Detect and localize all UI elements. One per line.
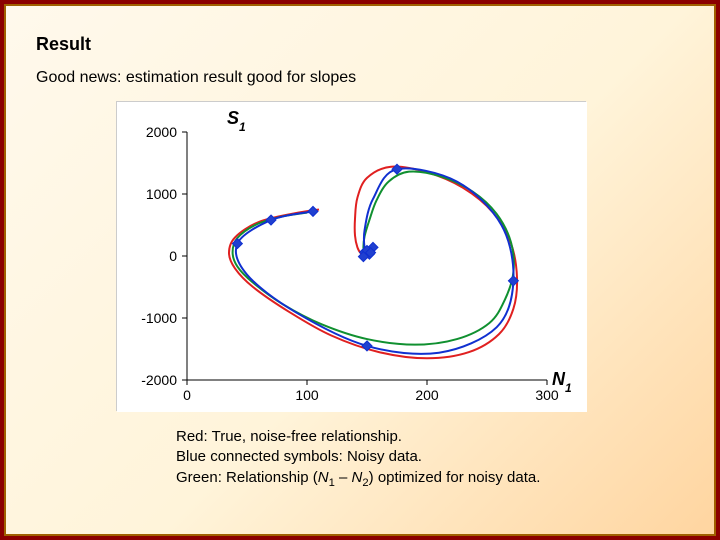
svg-text:1000: 1000 xyxy=(146,186,177,202)
legend-line-blue: Blue connected symbols: Noisy data. xyxy=(176,447,684,467)
svg-text:0: 0 xyxy=(183,387,191,403)
legend-line-red: Red: True, noise-free relationship. xyxy=(176,427,684,447)
svg-text:2000: 2000 xyxy=(146,124,177,140)
chart-container: 0100200300-2000-1000010002000S1N1 xyxy=(116,101,586,411)
slide-subtitle: Good news: estimation result good for sl… xyxy=(36,69,684,87)
slide-title: Result xyxy=(36,34,684,55)
legend-block: Red: True, noise-free relationship. Blue… xyxy=(176,427,684,491)
slide-frame: Result Good news: estimation result good… xyxy=(0,0,720,540)
legend-line-green: Green: Relationship (N1 – N2) optimized … xyxy=(176,468,684,491)
scatter-line-chart: 0100200300-2000-1000010002000S1N1 xyxy=(117,102,587,412)
slide-body: Result Good news: estimation result good… xyxy=(4,4,716,536)
svg-text:200: 200 xyxy=(415,387,439,403)
svg-text:0: 0 xyxy=(169,248,177,264)
svg-text:100: 100 xyxy=(295,387,319,403)
svg-text:-1000: -1000 xyxy=(141,310,177,326)
svg-text:-2000: -2000 xyxy=(141,372,177,388)
svg-text:300: 300 xyxy=(535,387,559,403)
